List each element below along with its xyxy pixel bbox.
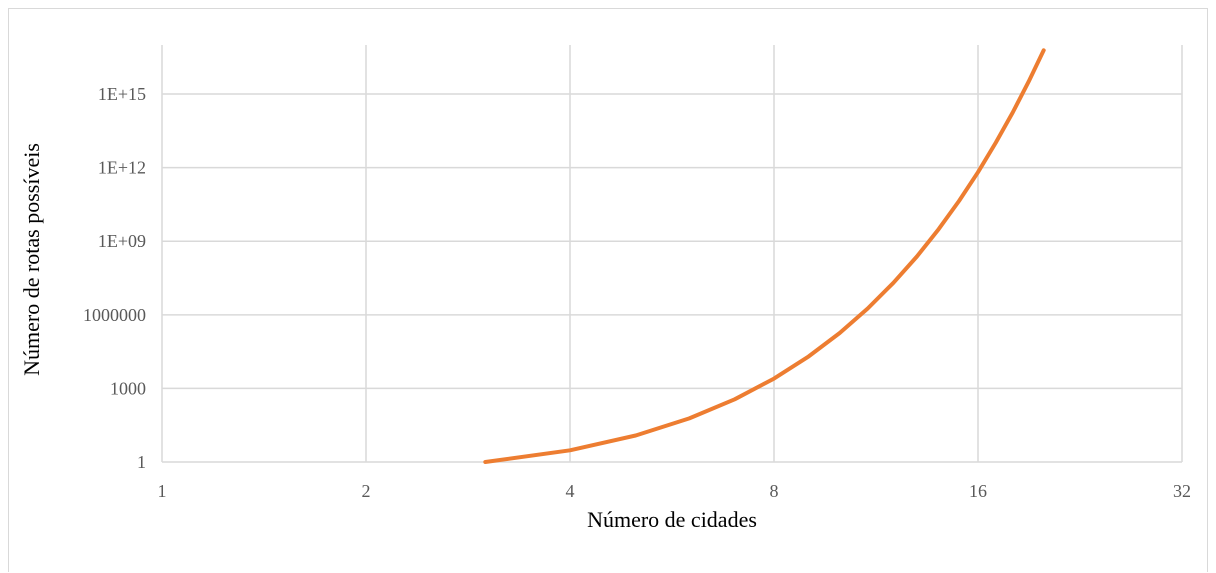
x-tick-label: 2: [362, 481, 371, 501]
y-axis-title: Número de rotas possíveis: [19, 143, 44, 376]
y-tick-label: 1E+15: [98, 84, 146, 104]
x-axis-title: Número de cidades: [587, 507, 757, 532]
x-tick-label: 4: [566, 481, 575, 501]
chart-svg: 1 2 4 8 16 32 1 1000 1000000 1E+09 1E+12 1E+15 Núme…: [19, 45, 1191, 532]
y-tick-label: 1E+12: [98, 158, 146, 178]
y-tick-label: 1E+09: [98, 231, 146, 251]
y-tick-label: 1: [137, 452, 146, 472]
x-tick-label: 32: [1173, 481, 1191, 501]
y-tick-label: 1000: [110, 378, 146, 398]
series-line: [483, 48, 1046, 464]
x-tick-label: 1: [158, 481, 167, 501]
y-tick-label: 1000000: [83, 305, 146, 325]
x-tick-label: 8: [770, 481, 779, 501]
x-tick-label: 16: [969, 481, 987, 501]
chart-frame: 1 2 4 8 16 32 1 1000 1000000 1E+09 1E+12 1E+15 Núme…: [8, 8, 1208, 572]
